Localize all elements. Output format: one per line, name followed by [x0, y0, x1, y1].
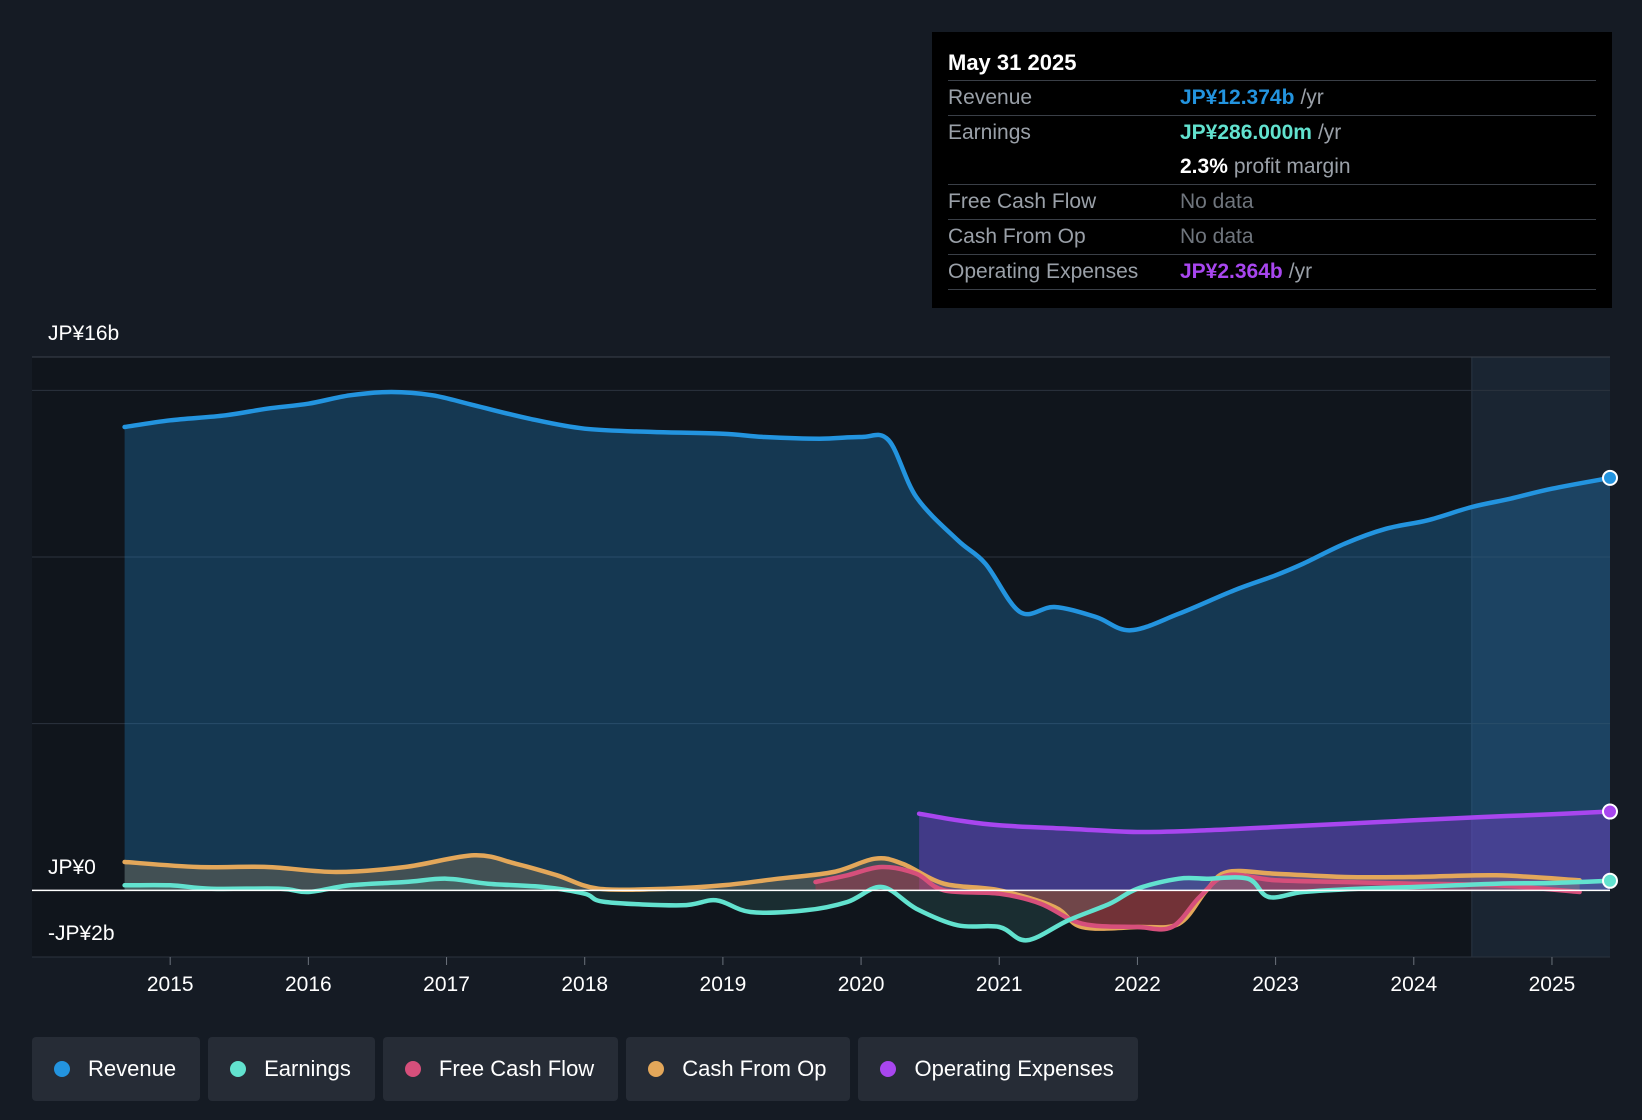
- legend-dot-icon: [880, 1061, 897, 1077]
- legend-dot-icon: [230, 1061, 247, 1077]
- x-tick-label: 2025: [1529, 973, 1576, 996]
- end-marker-earnings: [1602, 872, 1618, 889]
- legend-label: Revenue: [88, 1056, 177, 1081]
- legend-label: Operating Expenses: [914, 1056, 1114, 1081]
- series-line-earnings: [122, 875, 1613, 943]
- plot-background: [32, 357, 1610, 957]
- tooltip-value: No data: [1180, 225, 1254, 248]
- tooltip-value: JP¥12.374b: [1180, 86, 1295, 109]
- legend-item-earnings[interactable]: Earnings: [208, 1037, 375, 1101]
- axes: JP¥16b JP¥0 -JP¥2b 2015 2016 2017 2018 2019 2020…: [32, 322, 1610, 996]
- legend-item-operating-expenses[interactable]: Operating Expenses: [858, 1037, 1138, 1101]
- series-lines: [122, 389, 1613, 943]
- plot-area: [32, 357, 1610, 957]
- legend-dot-icon: [648, 1061, 665, 1077]
- tooltip-row-earnings: Earnings JP¥286.000m /yr: [948, 115, 1596, 150]
- tooltip-row-revenue: Revenue JP¥12.374b /yr: [948, 80, 1596, 115]
- x-tick-label: 2019: [700, 973, 747, 996]
- series-area-revenue: [124, 392, 1611, 891]
- tooltip-value: No data: [1180, 190, 1254, 213]
- tooltip-value: JP¥286.000m: [1180, 121, 1312, 144]
- tooltip-unit: profit margin: [1233, 155, 1351, 178]
- tooltip-label: Earnings: [948, 121, 1031, 144]
- tooltip-panel: May 31 2025 Revenue JP¥12.374b /yr Earni…: [932, 32, 1612, 308]
- tooltip-label: Operating Expenses: [948, 260, 1139, 283]
- legend: Revenue Earnings Free Cash Flow Cash Fro…: [32, 1037, 1138, 1101]
- tooltip-value: JP¥2.364b: [1180, 260, 1283, 283]
- legend-dot-icon: [54, 1061, 70, 1077]
- series-line-operating-expenses: [916, 809, 1613, 835]
- tooltip-row-cash-from-op: Cash From Op No data: [948, 219, 1596, 254]
- tooltip-row-operating-expenses: Operating Expenses JP¥2.364b /yr: [948, 254, 1596, 289]
- legend-label: Earnings: [264, 1056, 351, 1081]
- x-tick-label: 2018: [561, 973, 608, 996]
- x-tick-label: 2017: [423, 973, 470, 996]
- legend-item-cash-from-op[interactable]: Cash From Op: [626, 1037, 851, 1101]
- tooltip-unit: /yr: [1317, 121, 1342, 144]
- x-tick-label: 2023: [1252, 973, 1299, 996]
- tooltip-label: Free Cash Flow: [948, 190, 1097, 213]
- legend-label: Cash From Op: [682, 1056, 827, 1081]
- tooltip-row-profit-margin: 2.3% profit margin: [948, 150, 1596, 184]
- tooltip-label: Cash From Op: [948, 225, 1086, 248]
- tooltip-date: May 31 2025: [948, 50, 1077, 75]
- y-tick-label: JP¥0: [48, 856, 96, 879]
- tooltip-label: [948, 150, 1180, 184]
- legend-item-revenue[interactable]: Revenue: [32, 1037, 201, 1101]
- y-tick-label: -JP¥2b: [48, 922, 115, 945]
- legend-dot-icon: [404, 1061, 421, 1077]
- end-marker-operating-expenses: [1602, 803, 1618, 820]
- tooltip-row-free-cash-flow: Free Cash Flow No data: [948, 184, 1596, 219]
- y-tick-label: JP¥16b: [48, 322, 119, 345]
- x-tick-label: 2024: [1390, 973, 1437, 996]
- x-tick-label: 2016: [285, 973, 332, 996]
- end-markers: [1602, 469, 1618, 889]
- tooltip-bottom-rule: [948, 289, 1596, 290]
- gridlines: [32, 356, 1610, 958]
- x-tick-label: 2021: [976, 973, 1023, 996]
- tooltip-unit: /yr: [1300, 86, 1324, 109]
- series-line-free-cash-flow: [813, 864, 1582, 932]
- tooltip-unit: /yr: [1288, 260, 1313, 283]
- x-tick-label: 2022: [1114, 973, 1161, 996]
- end-marker-revenue: [1602, 469, 1618, 486]
- x-tick-label: 2015: [147, 973, 194, 996]
- forecast-band: [1471, 357, 1610, 957]
- legend-label: Free Cash Flow: [438, 1056, 595, 1081]
- series-line-revenue: [122, 389, 1613, 633]
- legend-item-free-cash-flow[interactable]: Free Cash Flow: [382, 1037, 619, 1101]
- series-line-cash-from-op: [122, 853, 1582, 931]
- tooltip-value: 2.3%: [1180, 155, 1228, 178]
- tooltip-label: Revenue: [948, 86, 1033, 109]
- x-tick-label: 2020: [838, 973, 885, 996]
- series-area-cash-from-op: [124, 855, 1580, 929]
